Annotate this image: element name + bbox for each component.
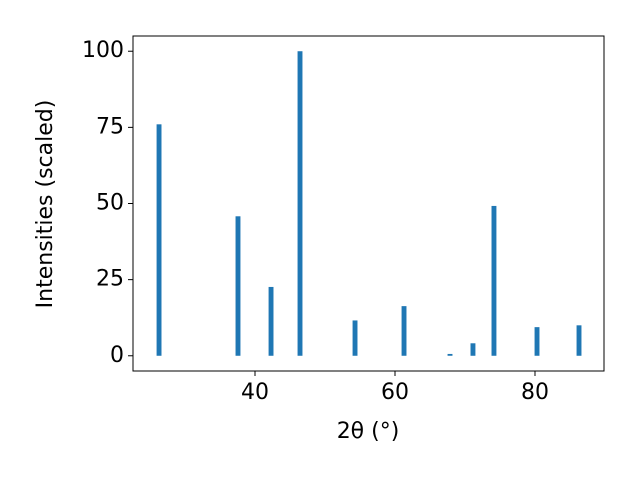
x-tick-label: 40 bbox=[241, 380, 269, 405]
bar bbox=[352, 320, 358, 356]
y-tick-label: 0 bbox=[110, 343, 124, 368]
bar bbox=[491, 205, 497, 356]
bar bbox=[470, 343, 476, 356]
bar bbox=[534, 327, 540, 356]
x-tick-label: 80 bbox=[521, 380, 549, 405]
plot-frame bbox=[132, 35, 605, 372]
y-tick-label: 100 bbox=[82, 38, 124, 63]
x-axis-label: 2θ (°) bbox=[337, 419, 400, 444]
bar bbox=[576, 325, 582, 356]
y-tick-label: 25 bbox=[96, 267, 124, 292]
y-tick-label: 50 bbox=[96, 191, 124, 216]
x-tick-label: 60 bbox=[381, 380, 409, 405]
y-axis-label: Intensities (scaled) bbox=[33, 100, 58, 309]
bar bbox=[401, 306, 407, 356]
bar bbox=[235, 216, 241, 356]
bar bbox=[156, 124, 162, 356]
bar bbox=[268, 286, 274, 356]
y-tick-label: 75 bbox=[96, 114, 124, 139]
bar bbox=[447, 353, 453, 356]
bar bbox=[297, 51, 303, 356]
